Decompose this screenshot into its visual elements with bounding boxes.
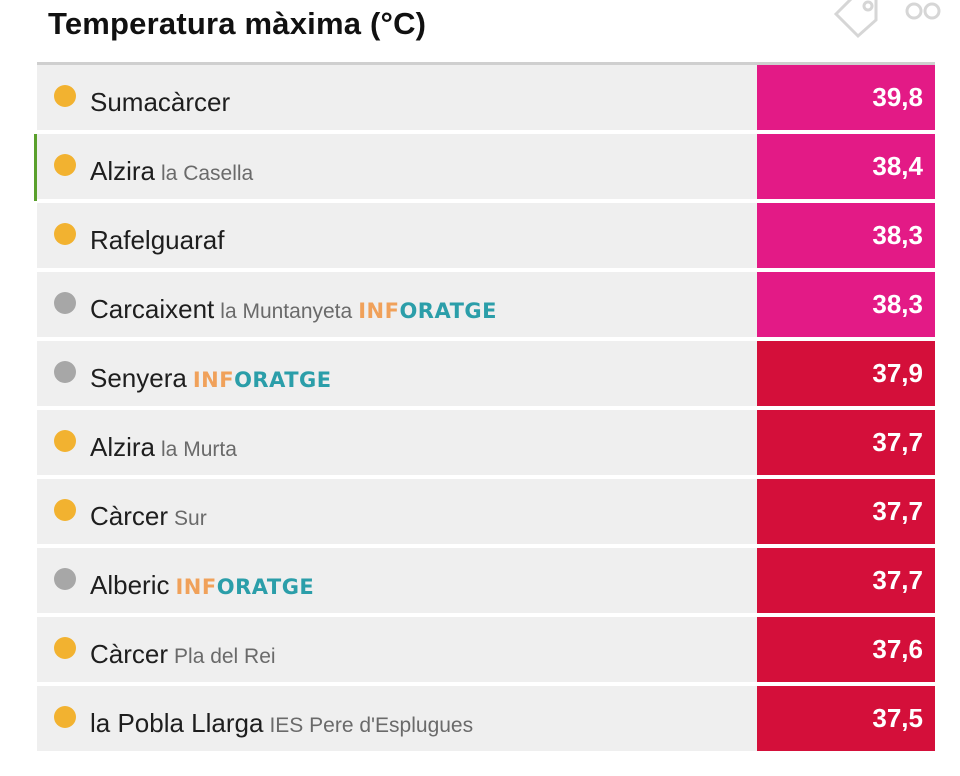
station-label: Càrcer Pla del Rei [90, 639, 276, 672]
station-detail: la Muntanyeta [220, 300, 353, 323]
table-row[interactable]: Carcaixent la Muntanyeta INFORATGE 38,3 [37, 272, 935, 339]
table-row[interactable]: Càrcer Pla del Rei 37,6 [37, 617, 935, 684]
station-name: Carcaixent [90, 294, 215, 324]
station-label: Sumacàrcer [90, 87, 230, 117]
status-dot-orange-icon [54, 499, 76, 521]
status-dot-orange-icon [54, 85, 76, 107]
source-badge-part-b: ORATGE [399, 299, 497, 323]
temperature-value: 38,3 [872, 220, 923, 250]
temperature-cell: 37,5 [757, 686, 935, 751]
temperature-cell: 38,3 [757, 203, 935, 268]
status-dot-gray-icon [54, 568, 76, 590]
station-detail: Sur [174, 507, 207, 530]
status-dot-orange-icon [54, 706, 76, 728]
station-label: Senyera INFORATGE [90, 363, 332, 395]
table-row[interactable]: Càrcer Sur 37,7 [37, 479, 935, 546]
temperature-cell: 37,9 [757, 341, 935, 406]
table-row[interactable]: Alberic INFORATGE 37,7 [37, 548, 935, 615]
page-title: Temperatura màxima (°C) [48, 6, 427, 41]
temperature-cell: 37,7 [757, 479, 935, 544]
status-dot-orange-icon [54, 637, 76, 659]
link-icon[interactable] [904, 0, 944, 42]
temperature-table: Sumacàrcer 39,8 Alzira la Casella 38,4 Rafelg… [34, 62, 935, 755]
station-name: Càrcer [90, 639, 169, 669]
status-dot-orange-icon [54, 430, 76, 452]
tag-icon[interactable] [830, 0, 882, 45]
temperature-value: 37,7 [872, 427, 923, 457]
temperature-cell: 38,3 [757, 272, 935, 337]
temperature-value: 39,8 [872, 82, 923, 112]
station-label: Alberic INFORATGE [90, 570, 314, 602]
station-detail: la Casella [161, 162, 254, 185]
station-detail: Pla del Rei [174, 645, 276, 668]
table-row[interactable]: Alzira la Casella 38,4 [34, 134, 935, 201]
temperature-value: 38,3 [872, 289, 923, 319]
station-name: la Pobla Llarga [90, 708, 264, 738]
table-row[interactable]: Senyera INFORATGE 37,9 [37, 341, 935, 408]
source-badge: INFORATGE [175, 575, 314, 599]
temperature-value: 37,7 [872, 496, 923, 526]
table-row[interactable]: Alzira la Murta 37,7 [37, 410, 935, 477]
station-label: la Pobla Llarga IES Pere d'Esplugues [90, 708, 473, 741]
temperature-cell: 37,7 [757, 548, 935, 613]
station-name: Càrcer [90, 501, 169, 531]
station-detail: IES Pere d'Esplugues [269, 714, 474, 737]
temperature-value: 37,7 [872, 565, 923, 595]
status-dot-gray-icon [54, 361, 76, 383]
source-badge-part-b: ORATGE [216, 575, 315, 599]
station-detail: la Murta [161, 438, 237, 461]
station-name: Alberic [90, 570, 170, 600]
temperature-cell: 37,6 [757, 617, 935, 682]
station-label: Càrcer Sur [90, 501, 207, 534]
temperature-value: 37,9 [872, 358, 923, 388]
temperature-cell: 38,4 [757, 134, 935, 199]
station-label: Alzira la Casella [90, 156, 253, 189]
source-badge-part-a: INF [192, 368, 235, 392]
station-label: Alzira la Murta [90, 432, 237, 465]
station-name: Alzira [90, 156, 156, 186]
source-badge: INFORATGE [358, 299, 497, 323]
temperature-value: 38,4 [872, 151, 923, 181]
table-row[interactable]: Sumacàrcer 39,8 [37, 65, 935, 132]
source-badge-part-a: INF [358, 299, 400, 323]
source-badge-part-b: ORATGE [234, 368, 332, 392]
temperature-cell: 37,7 [757, 410, 935, 475]
source-badge-part-a: INF [175, 575, 217, 599]
top-icons [830, 0, 944, 45]
source-badge: INFORATGE [193, 368, 332, 392]
status-dot-gray-icon [54, 292, 76, 314]
station-label: Carcaixent la Muntanyeta INFORATGE [90, 294, 497, 327]
status-dot-orange-icon [54, 154, 76, 176]
temperature-value: 37,6 [872, 634, 923, 664]
temperature-cell: 39,8 [757, 65, 935, 130]
station-name: Sumacàrcer [90, 87, 231, 117]
station-label: Rafelguaraf [90, 225, 224, 255]
temperature-value: 37,5 [872, 703, 923, 733]
status-dot-orange-icon [54, 223, 76, 245]
station-name: Alzira [90, 432, 156, 462]
table-row[interactable]: Rafelguaraf 38,3 [37, 203, 935, 270]
station-name: Senyera [90, 363, 187, 393]
station-name: Rafelguaraf [90, 225, 225, 255]
table-row[interactable]: la Pobla Llarga IES Pere d'Esplugues 37,5 [37, 686, 935, 753]
